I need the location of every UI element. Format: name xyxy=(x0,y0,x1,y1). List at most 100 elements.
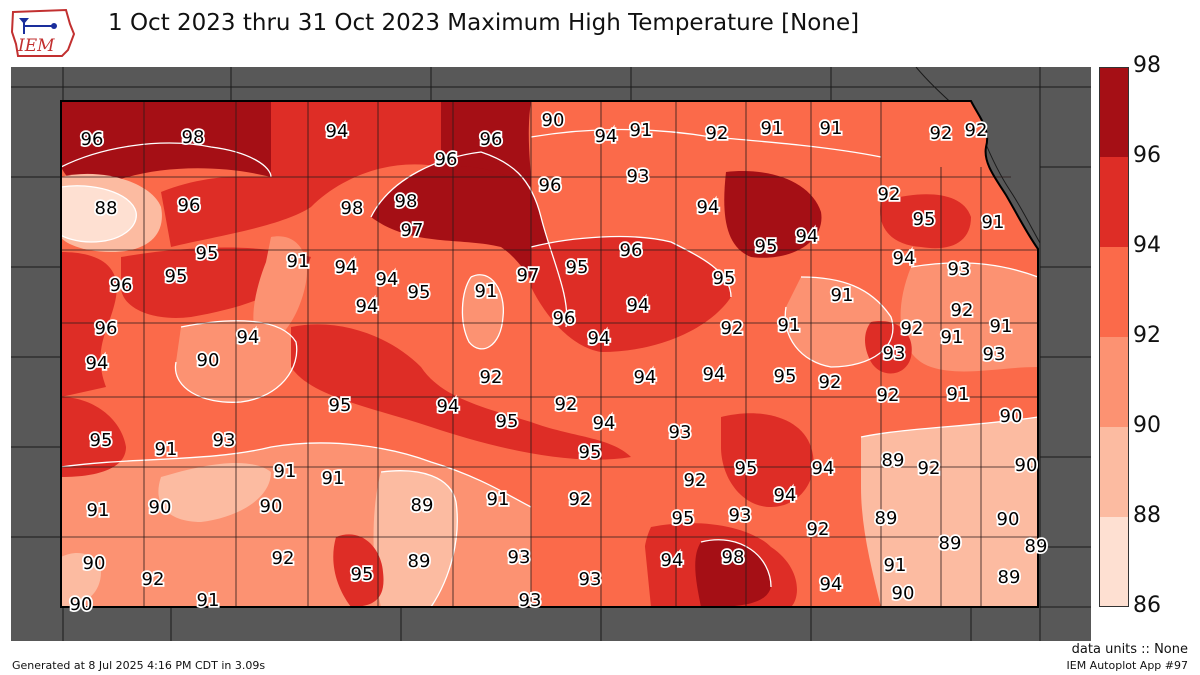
value-label: 97 xyxy=(517,265,540,286)
value-label: 95 xyxy=(196,243,219,264)
value-label: 90 xyxy=(542,110,565,131)
value-label: 92 xyxy=(951,300,974,321)
value-label: 90 xyxy=(70,594,93,615)
value-label: 94 xyxy=(588,328,611,349)
value-label: 91 xyxy=(487,489,510,510)
value-label: 96 xyxy=(620,240,643,261)
value-label: 98 xyxy=(182,127,205,148)
value-label: 93 xyxy=(579,569,602,590)
value-label: 93 xyxy=(729,505,752,526)
value-label: 94 xyxy=(237,327,260,348)
value-label: 90 xyxy=(149,497,172,518)
colorbar-tick-label: 86 xyxy=(1133,593,1161,618)
value-label: 96 xyxy=(110,275,133,296)
value-label: 88 xyxy=(95,198,118,219)
value-label: 90 xyxy=(1000,406,1023,427)
value-label: 95 xyxy=(913,209,936,230)
value-label: 94 xyxy=(820,574,843,595)
colorbar-tick-label: 98 xyxy=(1133,53,1161,78)
value-label: 94 xyxy=(796,226,819,247)
value-label: 95 xyxy=(755,236,778,257)
value-label: 92 xyxy=(480,367,503,388)
value-label: 93 xyxy=(519,590,542,611)
value-label: 96 xyxy=(81,129,104,150)
value-label: 90 xyxy=(892,583,915,604)
value-label: 92 xyxy=(684,470,707,491)
colorbar-tick-label: 90 xyxy=(1133,413,1161,438)
value-label: 96 xyxy=(553,308,576,329)
value-label: 91 xyxy=(322,468,345,489)
value-label: 92 xyxy=(819,372,842,393)
value-label: 89 xyxy=(875,508,898,529)
colorbar-tick-label: 88 xyxy=(1133,503,1161,528)
value-label: 92 xyxy=(555,394,578,415)
value-label: 95 xyxy=(579,442,602,463)
value-label: 89 xyxy=(939,533,962,554)
value-label: 93 xyxy=(508,547,531,568)
value-label: 92 xyxy=(721,318,744,339)
value-label: 96 xyxy=(95,318,118,339)
logo-text: IEM xyxy=(17,36,55,56)
value-label: 91 xyxy=(197,590,220,611)
value-label: 92 xyxy=(965,120,988,141)
value-label: 92 xyxy=(272,548,295,569)
value-label: 93 xyxy=(669,422,692,443)
value-label: 92 xyxy=(807,519,830,540)
value-label: 91 xyxy=(884,555,907,576)
value-label: 98 xyxy=(722,547,745,568)
value-label: 92 xyxy=(706,123,729,144)
colorbar-tick-label: 92 xyxy=(1133,323,1161,348)
value-label: 96 xyxy=(178,195,201,216)
value-label: 91 xyxy=(287,251,310,272)
app-id: IEM Autoplot App #97 xyxy=(1066,659,1189,672)
value-label: 90 xyxy=(997,509,1020,530)
value-label: 89 xyxy=(411,495,434,516)
colorbar xyxy=(1099,67,1129,607)
value-label: 94 xyxy=(893,248,916,269)
value-label: 95 xyxy=(408,282,431,303)
value-label: 91 xyxy=(831,285,854,306)
value-label: 90 xyxy=(1015,455,1038,476)
value-label: 96 xyxy=(480,129,503,150)
value-label: 90 xyxy=(197,350,220,371)
value-label: 91 xyxy=(778,315,801,336)
colorbar-band xyxy=(1099,517,1129,607)
value-label: 91 xyxy=(274,461,297,482)
value-label: 94 xyxy=(437,396,460,417)
value-label: 94 xyxy=(634,367,657,388)
county-borders xyxy=(61,101,1038,607)
value-label: 93 xyxy=(627,166,650,187)
kansas-outline xyxy=(60,100,1039,608)
value-label: 93 xyxy=(883,343,906,364)
value-label: 91 xyxy=(820,118,843,139)
value-label: 95 xyxy=(566,257,589,278)
value-label: 91 xyxy=(761,118,784,139)
value-label: 94 xyxy=(627,295,650,316)
value-label: 94 xyxy=(326,121,349,142)
colorbar-tick-label: 96 xyxy=(1133,143,1161,168)
value-label: 94 xyxy=(376,269,399,290)
value-label: 94 xyxy=(661,550,684,571)
value-label: 91 xyxy=(982,212,1005,233)
value-label: 92 xyxy=(930,123,953,144)
value-label: 94 xyxy=(697,197,720,218)
value-label: 95 xyxy=(496,411,519,432)
value-label: 92 xyxy=(878,184,901,205)
value-label: 95 xyxy=(90,430,113,451)
colorbar-band xyxy=(1099,247,1129,337)
page-title: 1 Oct 2023 thru 31 Oct 2023 Maximum High… xyxy=(108,10,860,36)
value-label: 91 xyxy=(630,120,653,141)
value-label: 95 xyxy=(713,268,736,289)
value-label: 90 xyxy=(83,553,106,574)
value-label: 95 xyxy=(774,366,797,387)
colorbar-band xyxy=(1099,67,1129,157)
colorbar-band xyxy=(1099,337,1129,427)
value-label: 91 xyxy=(475,281,498,302)
value-labels: 96 98 94 90 94 91 92 91 91 92 92 96 96 93 96 88 96 98 98 97… xyxy=(68,108,1049,617)
value-label: 94 xyxy=(703,364,726,385)
value-label: 94 xyxy=(86,353,109,374)
value-label: 91 xyxy=(990,316,1013,337)
value-label: 91 xyxy=(155,439,178,460)
value-label: 95 xyxy=(351,564,374,585)
value-label: 92 xyxy=(142,569,165,590)
